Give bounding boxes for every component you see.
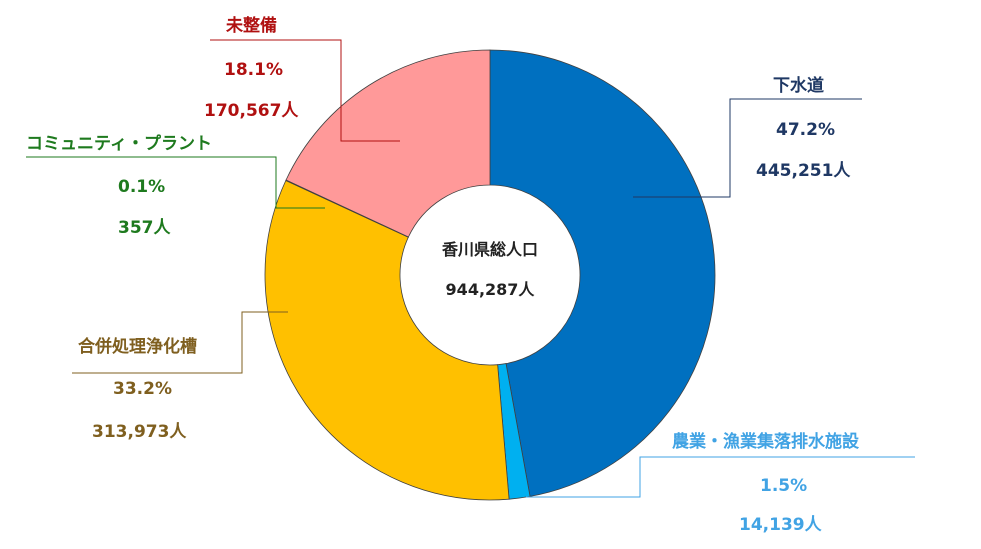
slice-septic xyxy=(264,179,510,501)
leader-lines xyxy=(26,39,915,498)
slice-label-sewer-count: 445,251人 xyxy=(756,161,851,181)
slice-label-septic-name: 合併処理浄化槽 xyxy=(78,337,197,357)
slice-label-community-count: 357人 xyxy=(118,218,171,238)
slice-label-unserviced-count: 170,567人 xyxy=(204,101,299,121)
slice-label-rural-percent: 1.5% xyxy=(760,476,808,496)
slice-label-sewer-percent: 47.2% xyxy=(776,120,835,140)
slice-label-unserviced-percent: 18.1% xyxy=(224,60,283,80)
donut-slices xyxy=(264,49,716,501)
slice-label-rural-name: 農業・漁業集落排水施設 xyxy=(672,432,859,452)
slice-label-unserviced-name: 未整備 xyxy=(226,16,277,36)
slice-label-sewer-name: 下水道 xyxy=(773,76,824,96)
center-title: 香川県総人口 xyxy=(441,240,538,259)
slice-label-septic-count: 313,973人 xyxy=(92,422,187,442)
slice-label-community-name: コミュニティ・プラント xyxy=(26,134,212,154)
leader-line-community xyxy=(26,156,325,209)
leader-line-septic xyxy=(72,311,288,374)
slice-label-septic-percent: 33.2% xyxy=(113,379,172,399)
leader-line-rural xyxy=(526,456,915,498)
slice-label-rural-count: 14,139人 xyxy=(739,515,822,535)
slice-label-community-percent: 0.1% xyxy=(118,177,166,197)
slice-unserviced xyxy=(285,49,491,238)
leader-line-unserviced xyxy=(210,39,400,142)
slice-sewer xyxy=(489,49,716,497)
leader-line-sewer xyxy=(633,98,862,198)
center-value: 944,287人 xyxy=(445,280,535,299)
